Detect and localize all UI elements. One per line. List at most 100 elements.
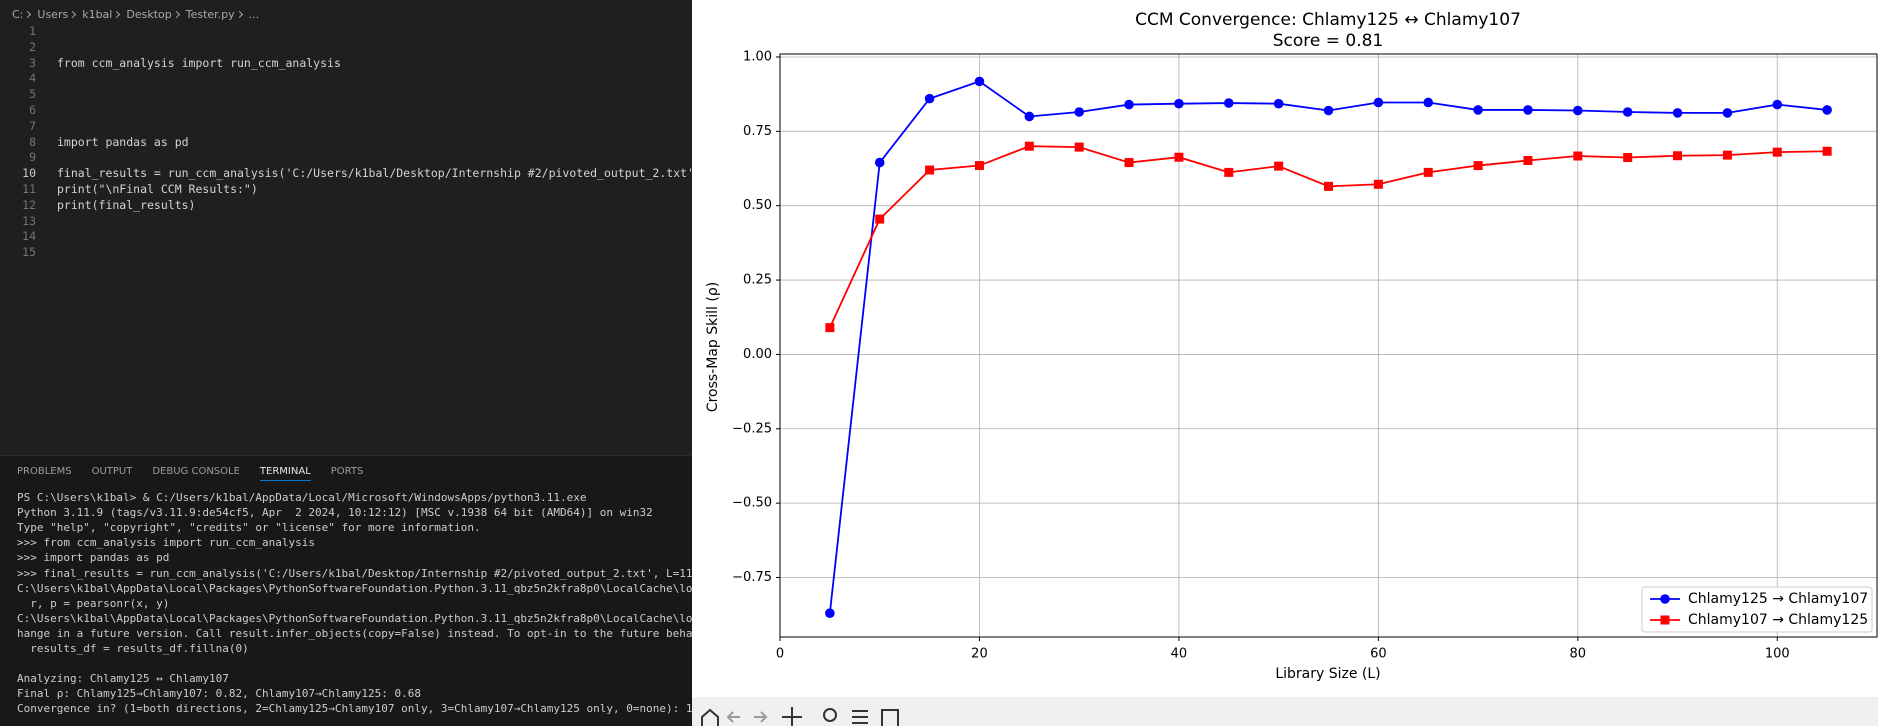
terminal-line: Final ρ: Chlamy125→Chlamy107: 0.82, Chla… [17, 687, 421, 701]
line-number: 9 [29, 150, 36, 165]
terminal-line: Type "help", "copyright", "credits" or "… [17, 521, 481, 535]
line-number: 7 [29, 118, 36, 133]
line-number: 3 [29, 55, 36, 70]
chart-title: CCM Convergence: Chlamy125 ↔ Chlamy107 [1135, 10, 1521, 30]
data-point [1224, 167, 1234, 177]
x-tick-label: 0 [776, 647, 784, 662]
data-point [1573, 105, 1583, 116]
breadcrumb-item: Tester.py [185, 8, 235, 21]
data-point [1623, 153, 1633, 163]
terminal-line: PS C:\Users\k1bal> & C:/Users/k1bal/AppD… [17, 491, 587, 504]
data-point [1822, 146, 1832, 156]
code-line: import pandas as pd [57, 134, 189, 149]
line-number: 13 [22, 213, 36, 228]
data-point [1074, 142, 1084, 152]
data-point [1672, 108, 1683, 118]
data-point [1622, 107, 1633, 117]
pan-button[interactable] [782, 707, 802, 726]
toolbar [692, 697, 1878, 726]
data-point [1722, 108, 1733, 118]
data-point [1024, 111, 1035, 122]
code-editor: C: Users k1bal Desktop Tester.py... 1 2 3 4 5 6 7 8 9… [0, 0, 692, 726]
data-point [1473, 161, 1483, 171]
data-point [974, 76, 985, 87]
x-tick-label: 100 [1765, 647, 1790, 662]
terminal-line: hange in a future version. Call result.i… [17, 626, 692, 640]
breadcrumb-item: C: [12, 8, 24, 21]
panel-tab[interactable]: OUTPUT [91, 466, 133, 477]
data-point [1373, 179, 1383, 189]
y-tick-label: −0.25 [732, 421, 772, 436]
terminal-line: Convergence in? (1=both directions, 2=Ch… [17, 702, 692, 716]
panel-tab[interactable]: PROBLEMS [17, 466, 72, 477]
forward-button[interactable] [754, 711, 768, 723]
data-point [974, 161, 984, 171]
data-point [924, 93, 935, 104]
code-line: final_results = run_ccm_analysis('C:/Use… [57, 166, 692, 181]
data-point [925, 165, 935, 175]
line-number: 8 [29, 134, 36, 149]
line-number: 10 [22, 166, 36, 181]
data-point [1124, 158, 1134, 168]
legend-marker [1660, 615, 1670, 625]
legend-label: Chlamy107 → Chlamy125 [1688, 612, 1868, 628]
data-point [1772, 147, 1782, 157]
data-point [1124, 99, 1134, 110]
panel-tab[interactable]: TERMINAL [259, 466, 311, 481]
breadcrumb-separator [235, 10, 243, 19]
x-tick-label: 60 [1370, 647, 1387, 662]
data-point [1274, 161, 1284, 171]
y-tick-label: 0.75 [743, 124, 772, 139]
breadcrumb-item: Desktop [126, 8, 172, 21]
line-number: 5 [29, 87, 36, 102]
data-point [1673, 151, 1683, 161]
terminal-line: Analyzing: Chlamy125 ↔ Chlamy107 [17, 672, 229, 686]
y-tick-label: 0.00 [743, 347, 772, 362]
panel-tab[interactable]: DEBUG CONSOLE [152, 466, 240, 477]
data-point [874, 157, 885, 168]
chart-subtitle: Score = 0.81 [1273, 31, 1384, 51]
save-button[interactable] [881, 709, 899, 726]
y-tick-label: 0.50 [743, 198, 772, 213]
data-point [1273, 98, 1284, 109]
data-point [1722, 150, 1732, 160]
breadcrumb-item: Users [37, 8, 69, 21]
y-tick-label: −0.75 [732, 570, 772, 585]
x-tick-label: 20 [971, 647, 988, 662]
back-button[interactable] [726, 711, 740, 723]
line-number: 14 [22, 229, 36, 244]
y-tick-label: 1.00 [743, 49, 772, 64]
data-point [1373, 97, 1384, 108]
terminal-line: C:\Users\k1bal\AppData\Local\Packages\Py… [17, 611, 692, 625]
terminal-line: C:\Users\k1bal\AppData\Local\Packages\Py… [17, 581, 692, 595]
configure-button[interactable] [852, 710, 868, 724]
line-number: 12 [22, 197, 36, 212]
legend-box [1641, 586, 1873, 633]
data-point [1423, 97, 1434, 108]
data-point [1174, 152, 1184, 162]
breadcrumb-separator [24, 10, 32, 19]
toolbar-icons [701, 707, 899, 726]
code-line: print(final_results) [57, 197, 196, 212]
data-point [1772, 99, 1783, 110]
data-point [1024, 141, 1034, 151]
panel-tab[interactable]: PORTS [330, 466, 364, 477]
legend-marker [1660, 594, 1670, 604]
bottom-panel: PROBLEMS OUTPUT DEBUG CONSOLE TERMINAL PORTS… [0, 455, 692, 726]
data-point [1074, 107, 1084, 117]
y-tick-label: 0.25 [743, 273, 772, 288]
terminal-line: >>> from ccm_analysis import run_ccm_ana… [17, 536, 316, 550]
data-point [1523, 155, 1533, 165]
data-point [825, 323, 835, 333]
y-tick-label: −0.50 [732, 496, 772, 511]
home-button[interactable] [701, 708, 719, 726]
line-number: 2 [29, 39, 36, 54]
breadcrumb-separator [113, 10, 121, 19]
code-line: print("\nFinal CCM Results:") [57, 182, 258, 196]
breadcrumb-item: ... [248, 8, 260, 21]
data-point [1324, 181, 1333, 191]
data-point [1473, 105, 1483, 115]
zoom-button[interactable] [823, 708, 837, 722]
y-axis-label: Cross-Map Skill (ρ) [705, 282, 721, 412]
